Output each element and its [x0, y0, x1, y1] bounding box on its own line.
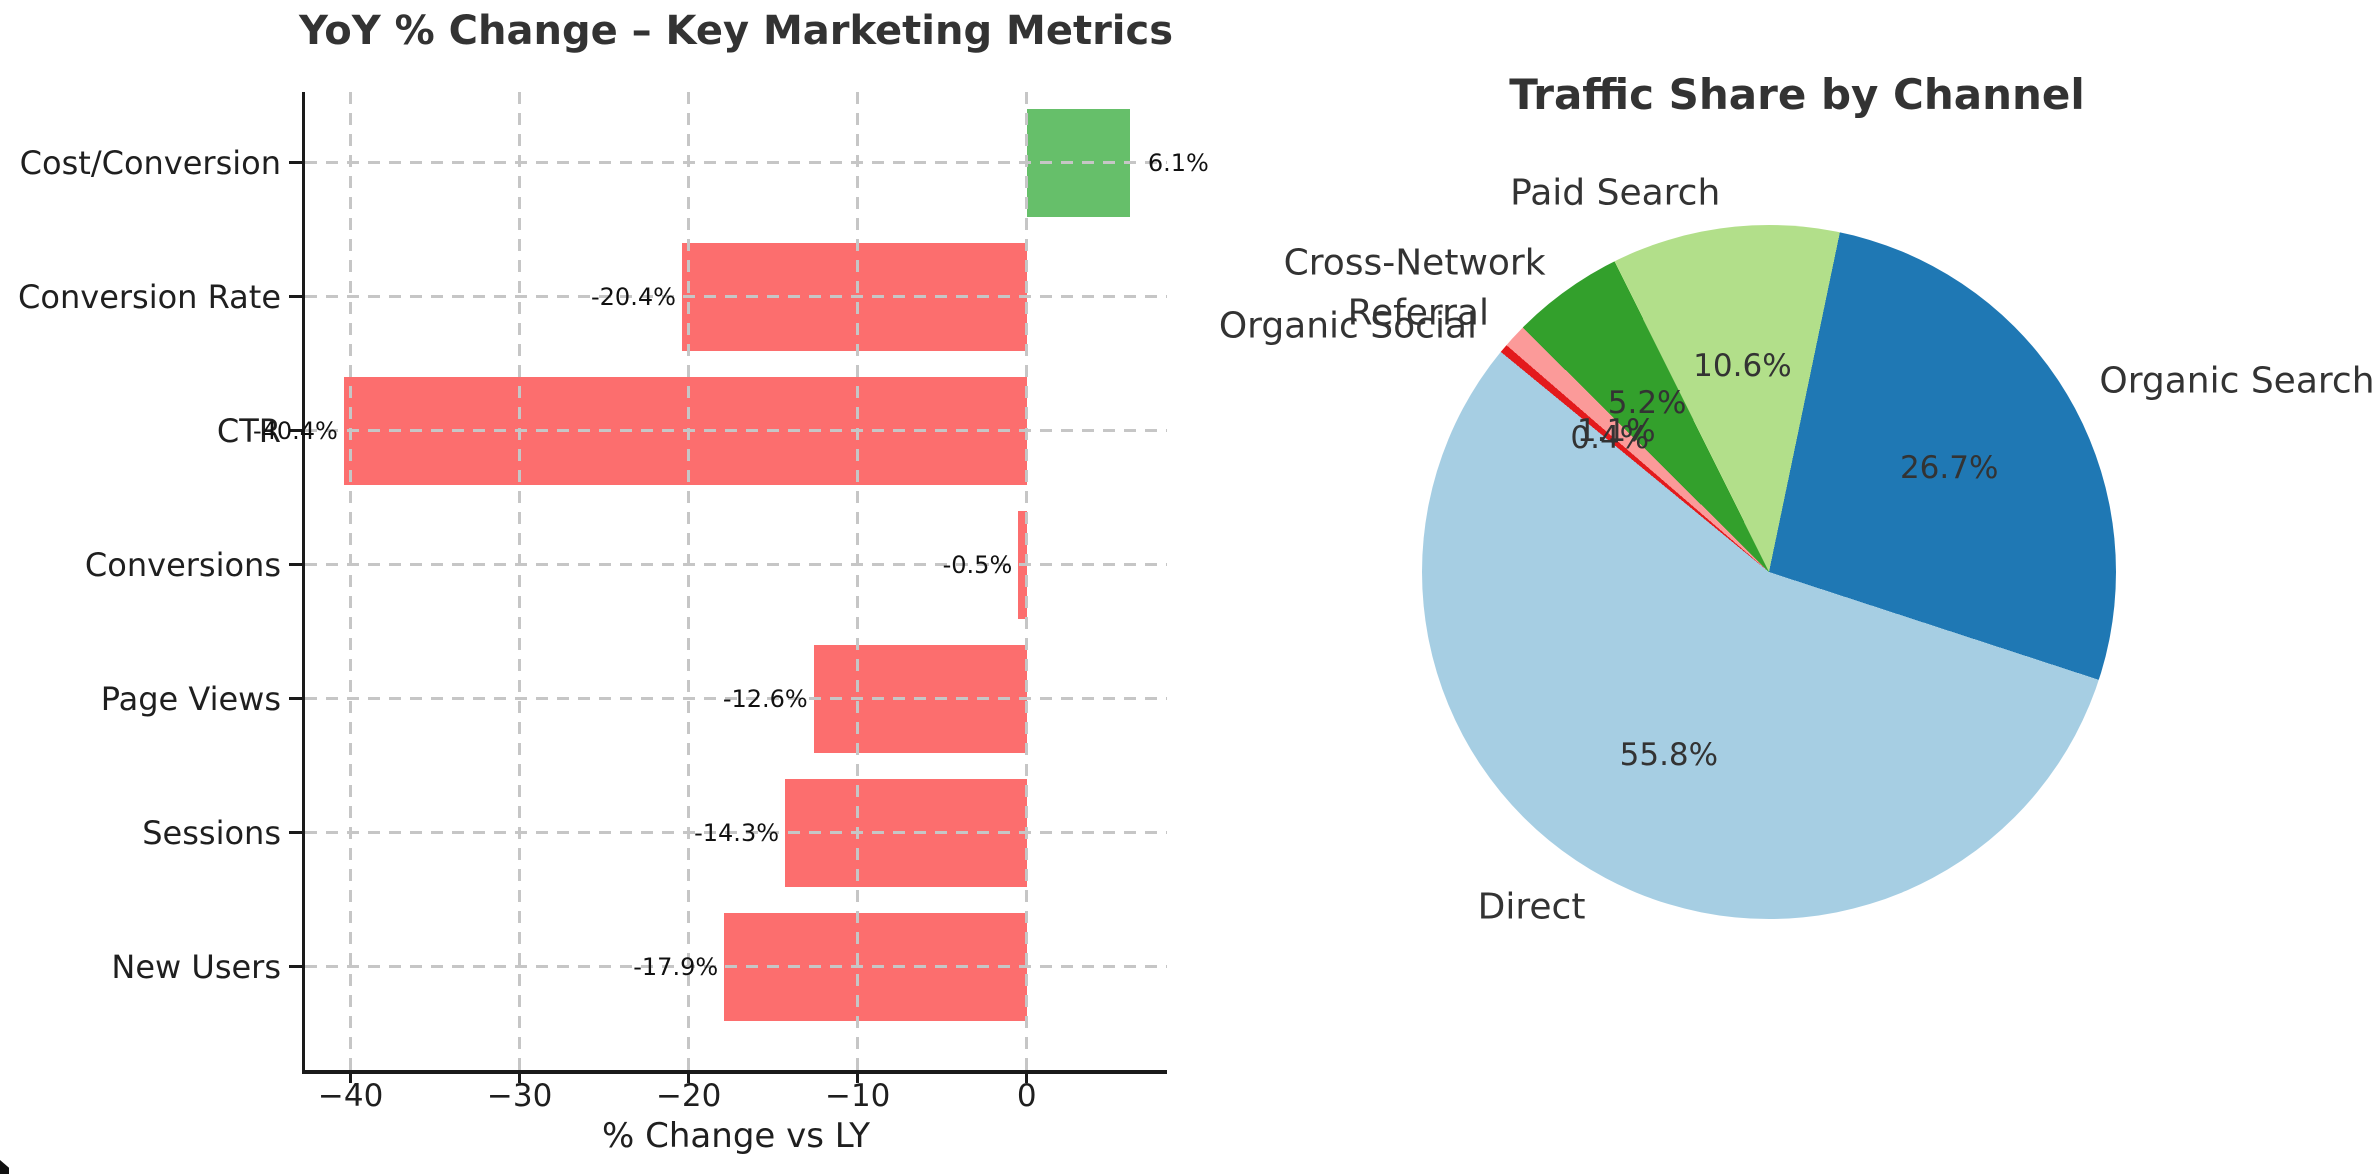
bar-chart-title: YoY % Change – Key Marketing Metrics: [298, 8, 1174, 54]
x-tick-mark: [687, 1070, 691, 1083]
y-tick-label: CTR: [216, 411, 281, 450]
corner-artifact: [0, 1160, 9, 1174]
bar-value-label: -0.5%: [942, 550, 1013, 579]
y-tick-mark: [289, 831, 302, 835]
y-tick-label: Conversion Rate: [18, 277, 281, 316]
bar-chart-x-axis-label: % Change vs LY: [602, 1116, 870, 1156]
x-tick-label: −10: [824, 1078, 891, 1114]
pie-pct-label: 1.1%: [1576, 412, 1656, 449]
y-tick-mark: [289, 563, 302, 567]
bar-chart-plot-area: −40 −30 −20 −10 0 Cost/Conversion Conversion R…: [18, 92, 1209, 1114]
pie-slice-label-cross-network: Cross-Network: [1283, 242, 1546, 284]
x-tick-mark: [856, 1070, 860, 1083]
horizontal-gridline: [305, 831, 1167, 835]
pie-slice-label-organic-social: Organic Social: [1218, 305, 1478, 347]
y-tick-label: Conversions: [84, 545, 281, 584]
vertical-gridline: [349, 92, 353, 1070]
x-axis-spine: [302, 1070, 1167, 1074]
horizontal-gridline: [305, 295, 1167, 299]
x-tick-mark: [518, 1070, 522, 1083]
horizontal-gridline: [305, 697, 1167, 701]
pie-slice-label-referral: Referral: [1347, 292, 1489, 334]
pie-pct-label: 10.6%: [1693, 347, 1792, 384]
pie-pct-label: 55.8%: [1619, 736, 1719, 773]
bar-value-label: 6.1%: [1147, 148, 1209, 177]
horizontal-gridline: [305, 429, 1167, 433]
x-tick-mark: [1025, 1070, 1029, 1083]
vertical-gridline: [856, 92, 860, 1070]
y-tick-mark: [289, 295, 302, 299]
y-tick-mark: [289, 429, 302, 433]
bar-value-label: -12.6%: [722, 684, 808, 713]
y-tick-mark: [289, 161, 302, 165]
y-tick-label: Page Views: [100, 679, 281, 718]
y-axis-spine: [302, 92, 305, 1070]
horizontal-gridline: [305, 563, 1167, 567]
y-tick-label: New Users: [111, 947, 281, 986]
pie-chart-title: Traffic Share by Channel: [1509, 70, 2085, 119]
horizontal-gridline: [305, 965, 1167, 969]
x-tick-label: −30: [486, 1078, 553, 1114]
x-tick-label: −20: [655, 1078, 722, 1114]
vertical-gridline: [687, 92, 691, 1070]
bar-value-label: -14.3%: [694, 818, 780, 847]
bar-value-label: -40.4%: [252, 416, 338, 445]
pie-pct-label: 5.2%: [1607, 385, 1687, 422]
pie-pct-label: 26.7%: [1899, 449, 1999, 486]
pie-circle: [1422, 225, 2116, 919]
pie-slice-label-paid-search: Paid Search: [1510, 172, 1721, 214]
pie-chart-area: Organic Search 26.7% Paid Search 10.6% Cross…: [1200, 0, 2372, 1174]
x-tick-label: −40: [317, 1078, 384, 1114]
horizontal-gridline: [305, 161, 1167, 165]
pie-pct-label: 0.4%: [1570, 419, 1650, 456]
pie-slice-label-direct: Direct: [1477, 886, 1586, 928]
y-tick-label: Sessions: [142, 813, 281, 852]
x-tick-label: 0: [1016, 1078, 1037, 1114]
bar-value-label: -20.4%: [591, 282, 676, 311]
y-tick-label: Cost/Conversion: [19, 143, 281, 182]
vertical-gridline: [518, 92, 522, 1070]
bar-value-label: -17.9%: [633, 952, 719, 981]
vertical-gridline: [1025, 92, 1029, 1070]
y-tick-mark: [289, 697, 302, 701]
pie-slice-label-organic-search: Organic Search: [2099, 360, 2372, 402]
y-tick-mark: [289, 965, 302, 969]
x-tick-mark: [349, 1070, 353, 1083]
